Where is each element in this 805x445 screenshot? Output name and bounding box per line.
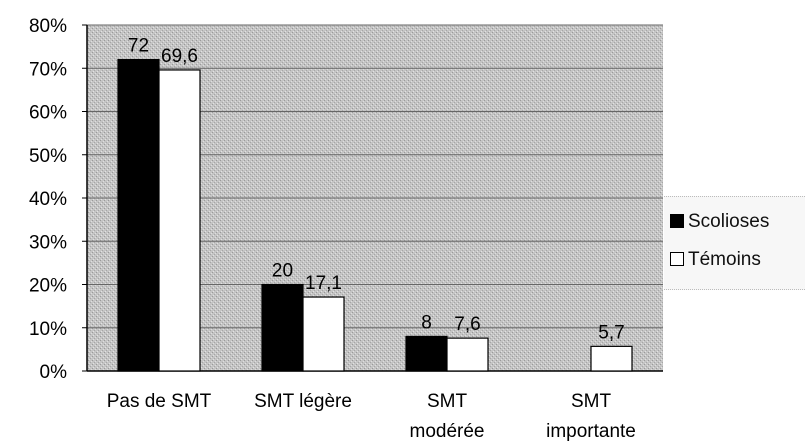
bar-témoins-3 [590,345,633,372]
y-tick-label: 50% [29,146,67,167]
data-label: 20 [272,261,293,282]
bar-scolioses-0 [117,58,160,372]
bar-témoins-0 [158,69,201,372]
y-tick-label: 20% [29,276,67,297]
x-category-label: SMT légère [254,391,352,412]
y-tick-label: 30% [29,232,67,253]
x-category-label: SMT [571,391,612,412]
bar-scolioses-1 [261,283,304,372]
legend-label-scolioses: Scolioses [688,211,770,232]
bar-témoins-2 [446,337,489,372]
x-category-label: Pas de SMT [107,391,212,412]
legend-label-temoins: Témoins [688,249,761,270]
legend-swatch-scolioses [670,214,684,228]
y-tick-label: 70% [29,59,67,80]
y-tick-label: 10% [29,319,67,340]
y-tick-label: 0% [40,362,68,383]
data-label: 69,6 [161,46,198,67]
bar-scolioses-2 [405,335,448,372]
y-tick-label: 40% [29,189,67,210]
data-label: 17,1 [305,273,342,294]
data-label: 72 [128,36,149,57]
data-label: 7,6 [454,314,480,335]
legend-swatch-temoins [670,252,684,266]
x-category-label: importante [546,421,636,442]
bar-témoins-1 [302,296,345,372]
y-tick-label: 60% [29,103,67,124]
legend-item-scolioses: Scolioses [670,211,769,233]
x-category-label: modérée [410,421,485,442]
x-category-label: SMT [427,391,468,412]
data-label: 5,7 [598,322,624,343]
legend: Scolioses Témoins [664,196,805,290]
legend-item-temoins: Témoins [670,249,761,271]
data-label: 8 [421,312,432,333]
y-tick-label: 80% [29,16,67,37]
